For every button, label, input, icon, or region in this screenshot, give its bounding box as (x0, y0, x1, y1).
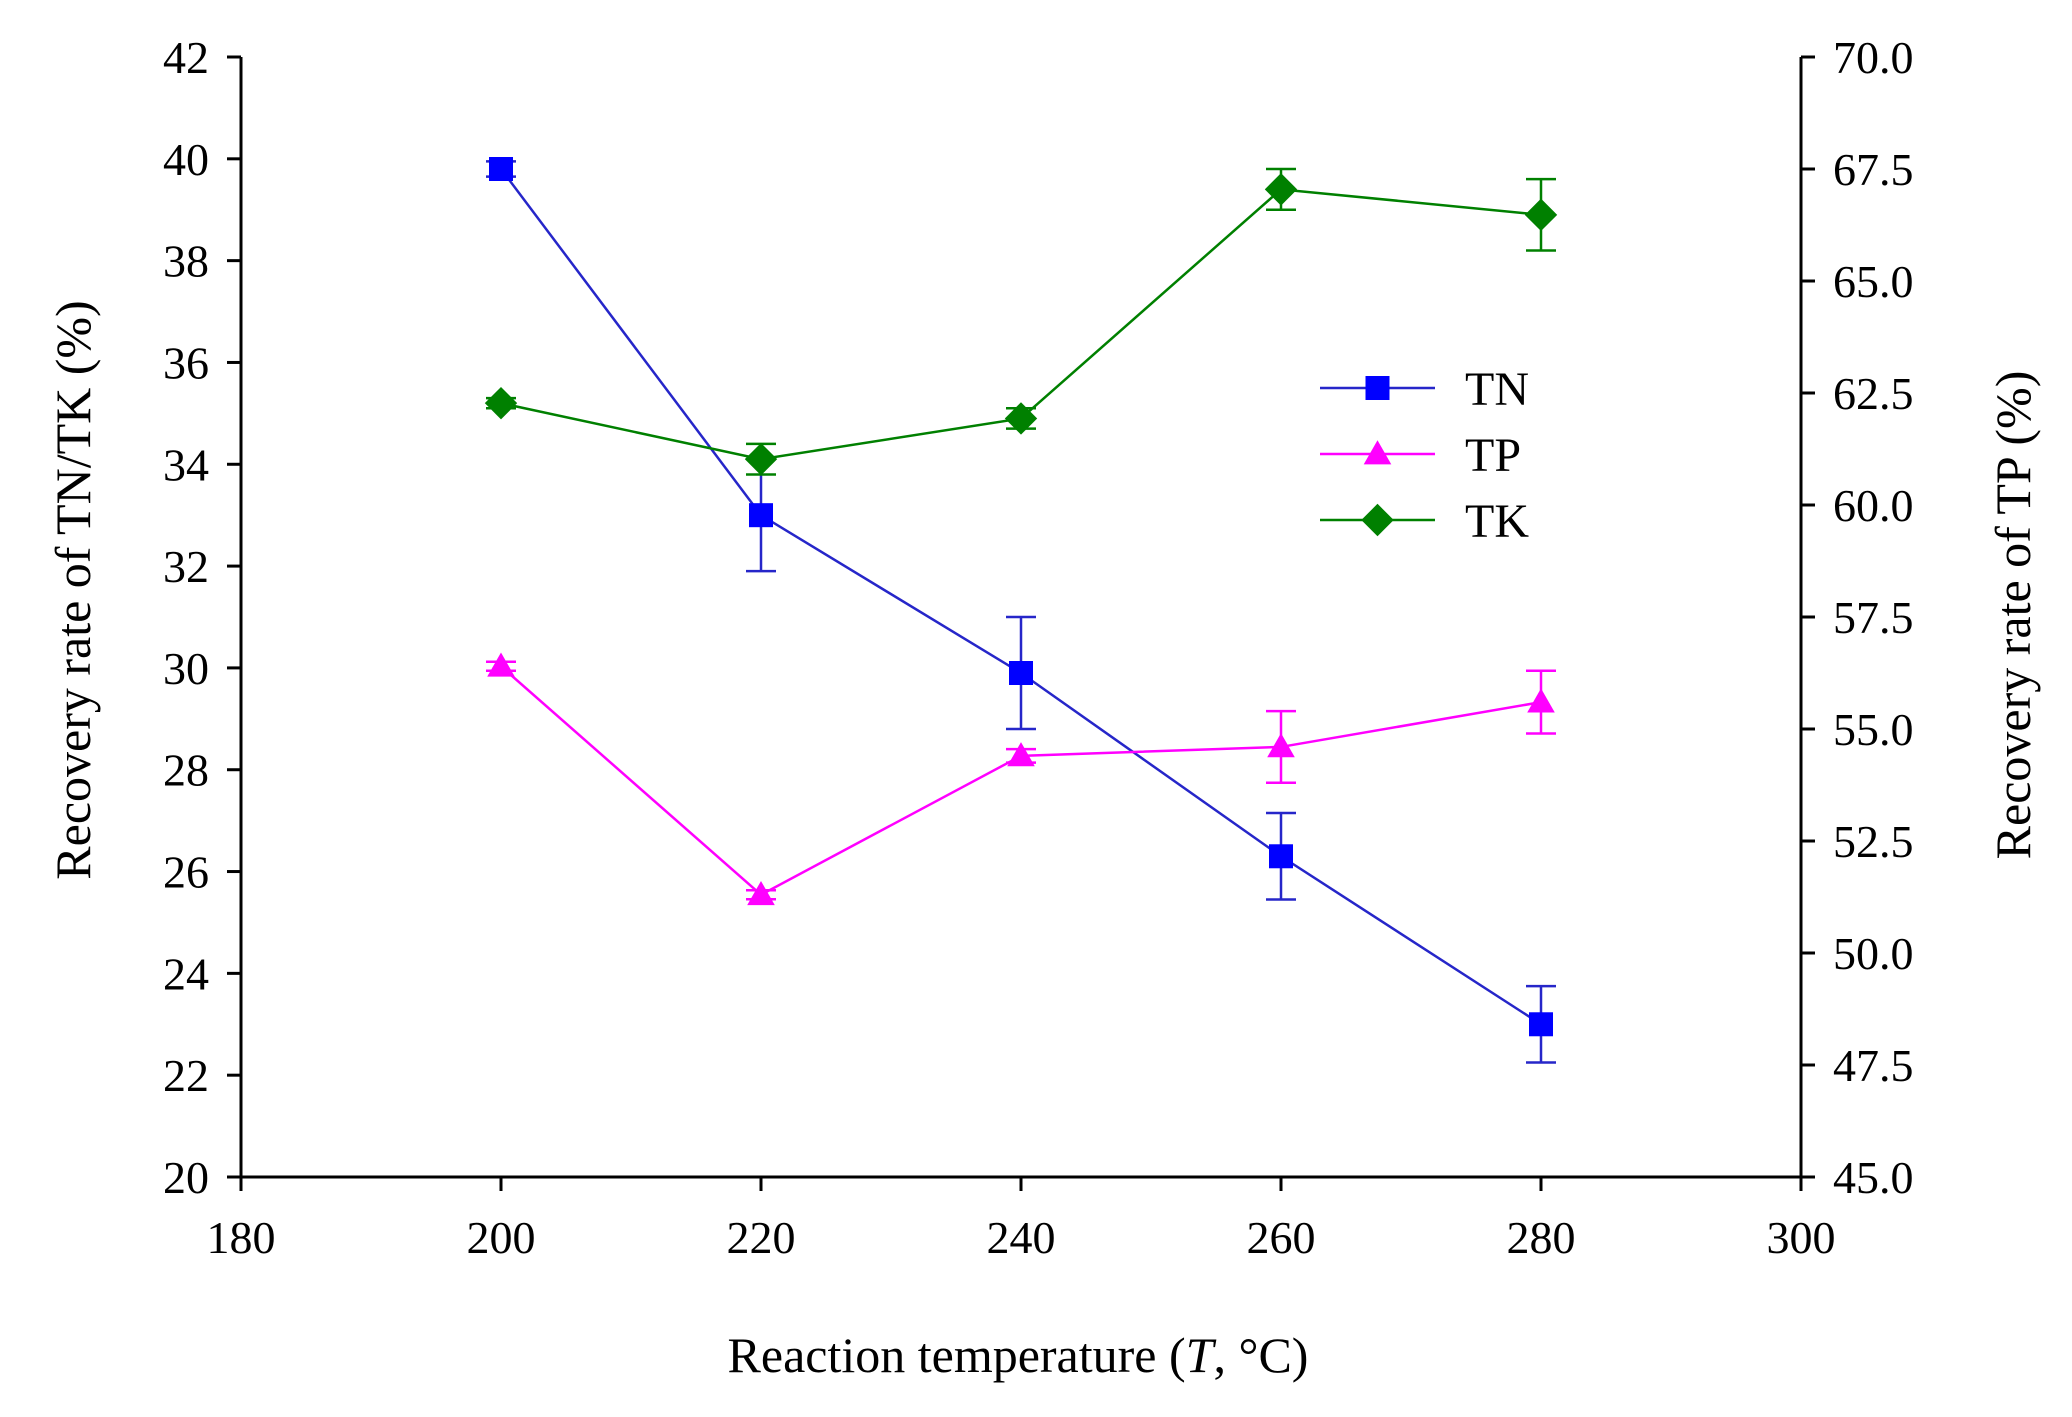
data-point-tn (1529, 1012, 1553, 1037)
legend-marker-tp (1363, 440, 1392, 465)
series-layer (484, 157, 1558, 1064)
y-right-tick-label: 52.5 (1833, 816, 1914, 867)
legend-entry-tk: TK (1320, 495, 1529, 548)
legend: TN TP TK (1320, 363, 1529, 548)
legend-marker-tk (1361, 503, 1394, 537)
y-right-tick-label: 50.0 (1833, 928, 1914, 979)
data-point-tp (487, 652, 515, 677)
series-tn-line (500, 168, 1542, 1026)
y-left-tick-label: 24 (163, 948, 209, 999)
legend-entry-tn: TN (1320, 363, 1529, 416)
legend-label: TP (1465, 429, 1521, 482)
y-left-tick-label: 26 (163, 847, 209, 898)
legend-entry-tp: TP (1320, 429, 1521, 482)
data-point-tp (1007, 742, 1035, 767)
y-right-tick-label: 57.5 (1833, 592, 1914, 643)
y-right-tick-label: 45.0 (1833, 1152, 1914, 1203)
x-axis-title: Reaction temperature (T, °C) (728, 1327, 1309, 1383)
y-left-tick-label: 36 (163, 337, 209, 388)
y-right-tick-label: 47.5 (1833, 1040, 1914, 1091)
data-point-tk (744, 442, 778, 476)
y-left-tick-label: 22 (163, 1050, 209, 1101)
y-left-tick-label: 30 (163, 643, 209, 694)
data-point-tp (1527, 688, 1555, 713)
legend-label: TN (1465, 363, 1529, 416)
x-tick-label: 300 (1767, 1212, 1836, 1263)
series-tp (486, 652, 1556, 906)
y-right-tick-label: 70.0 (1833, 32, 1914, 83)
y-left-tick-label: 38 (163, 236, 209, 287)
y-left-tick-label: 32 (163, 541, 209, 592)
y-right-tick-label: 60.0 (1833, 480, 1914, 531)
y-left-tick-label: 40 (163, 134, 209, 185)
legend-label: TK (1465, 495, 1529, 548)
y-left-axis-title: Recovery rate of TN/TK (%) (45, 300, 101, 879)
series-tk (484, 167, 1558, 476)
data-point-tk (1264, 173, 1298, 206)
y-right-tick-label: 65.0 (1833, 256, 1914, 307)
x-tick-label: 240 (987, 1212, 1056, 1263)
data-point-tn (1269, 844, 1293, 869)
data-point-tk (484, 386, 518, 420)
y-right-tick-label: 67.5 (1833, 144, 1914, 195)
y-left-tick-label: 20 (163, 1152, 209, 1203)
y-right-tick-label: 62.5 (1833, 368, 1914, 419)
data-point-tk (1524, 198, 1558, 232)
data-point-tk (1004, 402, 1038, 435)
data-point-tp (747, 880, 775, 906)
data-point-tn (489, 157, 513, 181)
x-tick-label: 280 (1507, 1212, 1576, 1263)
x-tick-label: 220 (727, 1212, 796, 1263)
axes: 180 200 220 240 260 280 300 20 22 24 26 28 30 32 34 36 3… (163, 32, 1914, 1263)
x-tick-label: 200 (467, 1212, 536, 1263)
legend-marker-tn (1365, 376, 1390, 400)
x-tick-label: 260 (1247, 1212, 1316, 1263)
series-tn (486, 157, 1556, 1064)
y-left-tick-label: 34 (163, 439, 209, 490)
data-point-tp (1267, 733, 1295, 758)
y-left-tick-label: 42 (163, 32, 209, 83)
x-tick-label: 180 (207, 1212, 276, 1263)
y-right-tick-label: 55.0 (1833, 704, 1914, 755)
data-point-tn (749, 503, 773, 528)
data-point-tn (1009, 661, 1033, 685)
y-left-tick-label: 28 (163, 745, 209, 796)
y-right-axis-title: Recovery rate of TP (%) (1985, 371, 2041, 860)
